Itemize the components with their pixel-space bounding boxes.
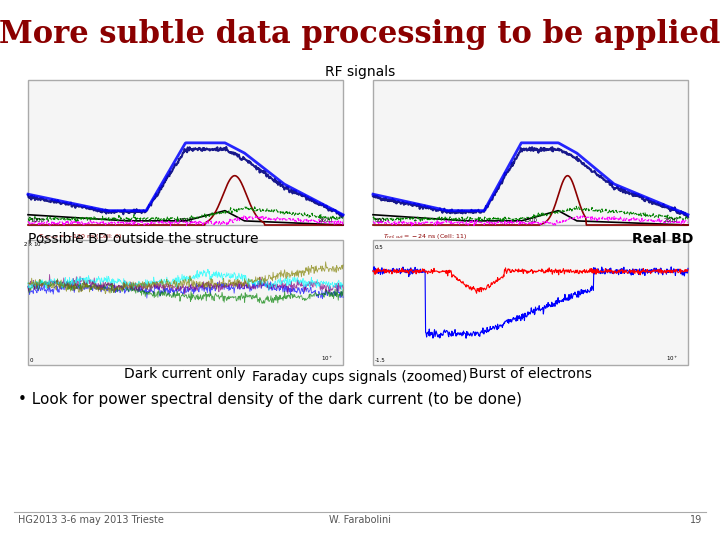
- Text: $T_{ref,out}=-24$ ns (Cell: 11): $T_{ref,out}=-24$ ns (Cell: 11): [383, 233, 467, 241]
- Text: $T_{ref,out}=-120$ ns (Cell: 0): $T_{ref,out}=-120$ ns (Cell: 0): [38, 233, 122, 241]
- Text: $2\times10^{-8}$: $2\times10^{-8}$: [23, 240, 48, 249]
- Text: 0.5: 0.5: [375, 245, 384, 250]
- Text: Real BD: Real BD: [631, 232, 693, 246]
- Text: More subtle data processing to be applied: More subtle data processing to be applie…: [0, 19, 720, 51]
- Text: -1.5: -1.5: [375, 358, 386, 363]
- Text: 2600: 2600: [319, 218, 333, 223]
- FancyBboxPatch shape: [373, 80, 688, 225]
- Text: 1500: 1500: [178, 218, 192, 223]
- Text: RF signals: RF signals: [325, 65, 395, 79]
- Text: HG2013 3-6 may 2013 Trieste: HG2013 3-6 may 2013 Trieste: [18, 515, 164, 525]
- Text: W. Farabolini: W. Farabolini: [329, 515, 391, 525]
- Text: 1500: 1500: [523, 218, 537, 223]
- Text: $10^{+}$: $10^{+}$: [321, 354, 333, 363]
- Text: 1000: 1000: [30, 218, 44, 223]
- FancyBboxPatch shape: [28, 80, 343, 225]
- FancyBboxPatch shape: [28, 240, 343, 365]
- Text: 800: 800: [375, 218, 385, 223]
- Text: Faraday cups signals (zoomed): Faraday cups signals (zoomed): [252, 370, 468, 384]
- Text: $10^{+}$: $10^{+}$: [666, 354, 678, 363]
- Text: • Look for power spectral density of the dark current (to be done): • Look for power spectral density of the…: [18, 392, 522, 407]
- FancyBboxPatch shape: [373, 240, 688, 365]
- Text: Dark current only: Dark current only: [125, 367, 246, 381]
- Text: 2500: 2500: [664, 218, 678, 223]
- Text: Possible BD outside the structure: Possible BD outside the structure: [28, 232, 258, 246]
- Text: 19: 19: [690, 515, 702, 525]
- Text: 0: 0: [30, 358, 34, 363]
- Text: Burst of electrons: Burst of electrons: [469, 367, 591, 381]
